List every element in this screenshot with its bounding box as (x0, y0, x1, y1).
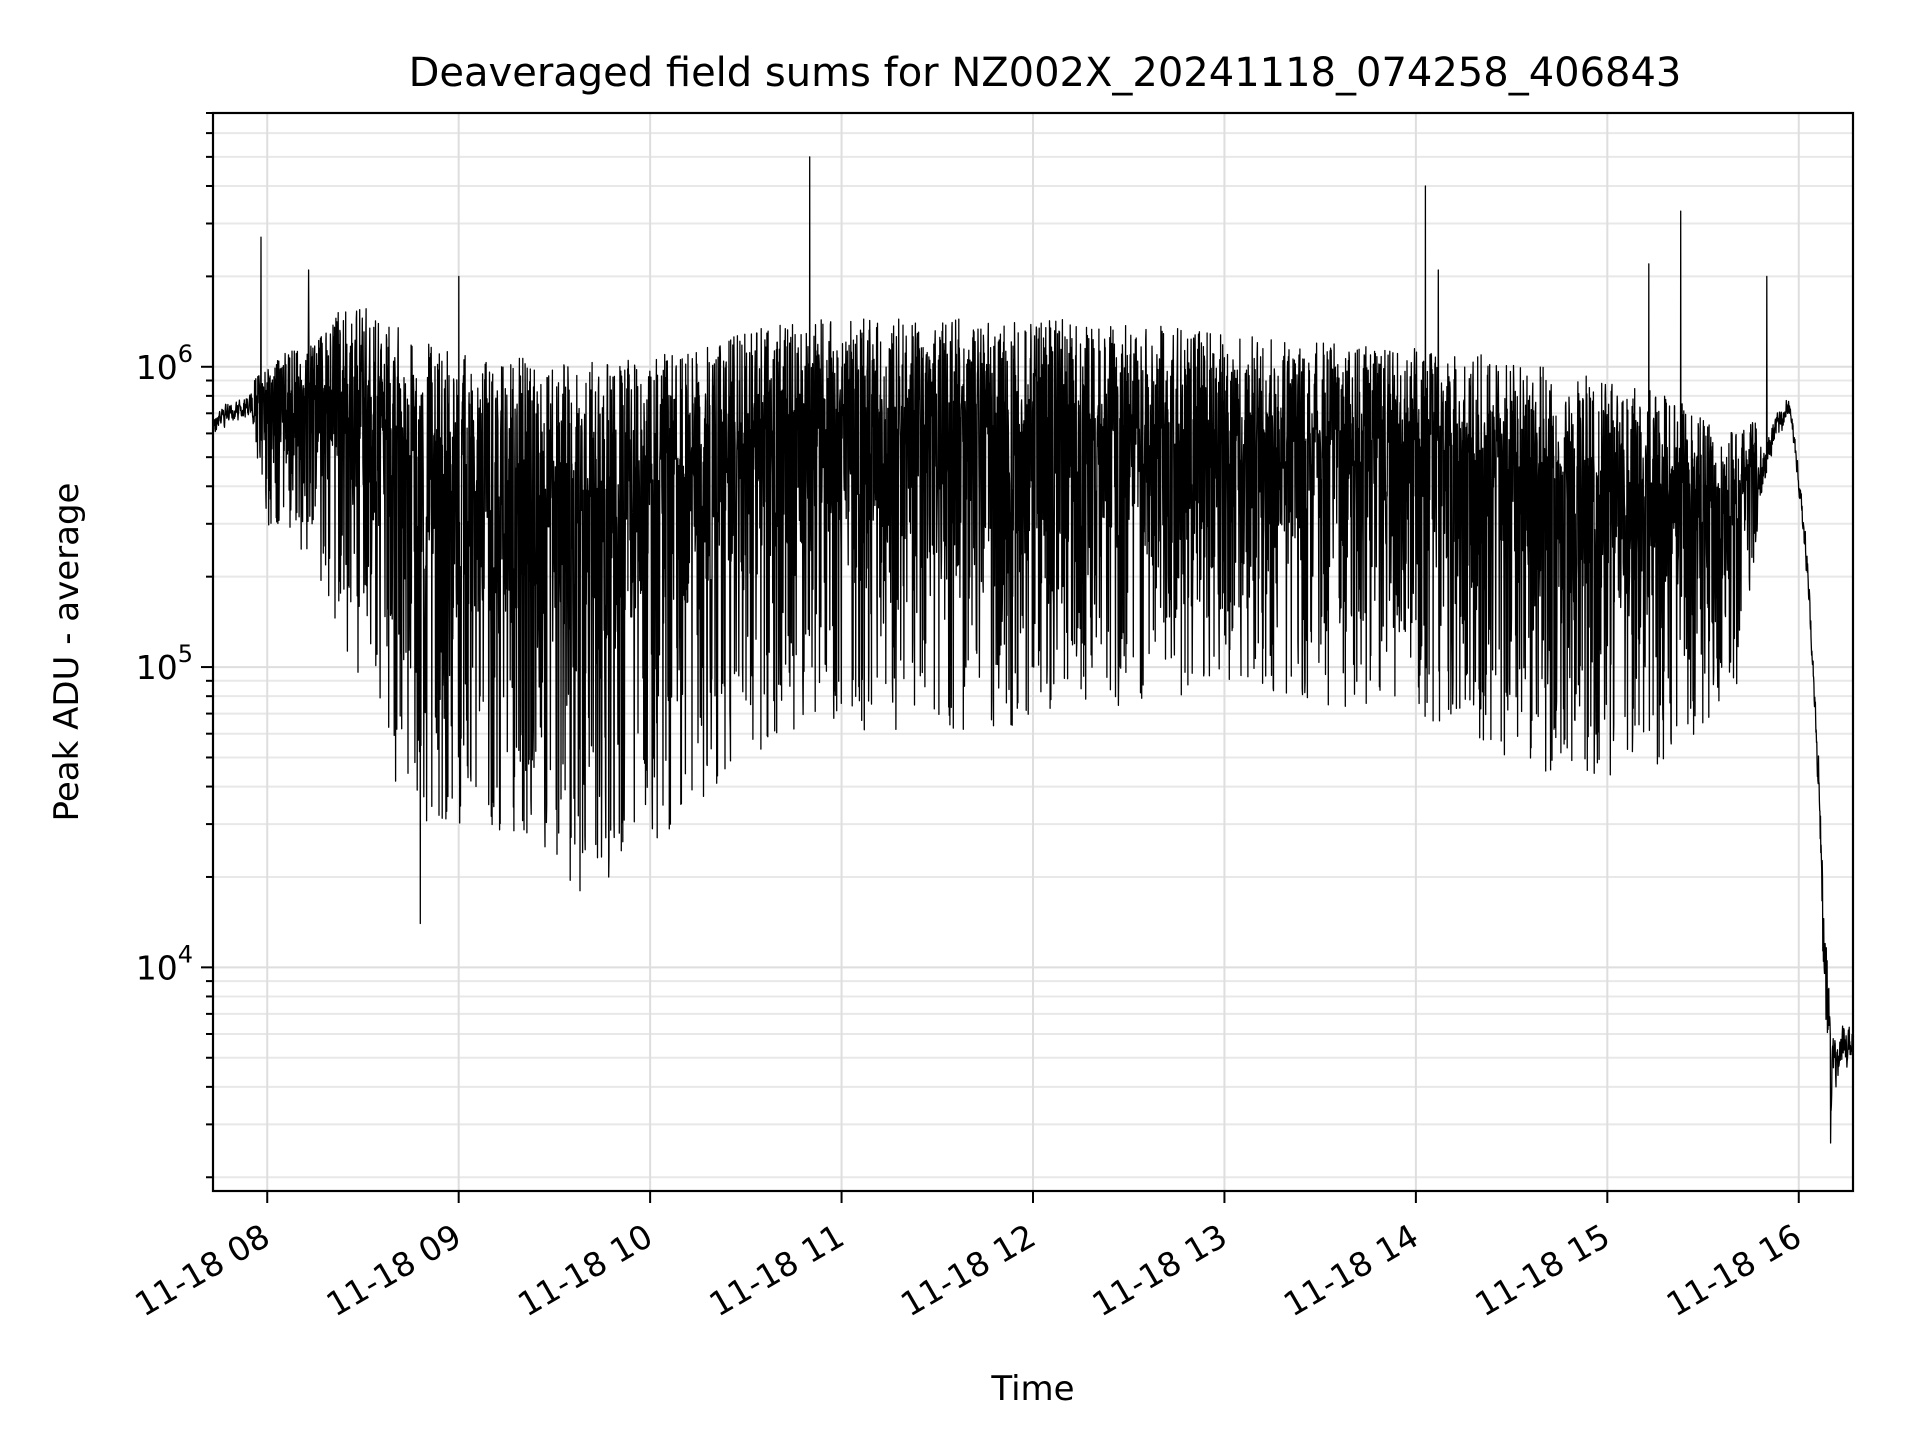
y-axis: 104 105 106 (136, 112, 213, 1179)
series-line (212, 156, 1854, 1144)
x-tick-label: 11-18 16 (1660, 1216, 1808, 1324)
x-tick-label: 11-18 15 (1468, 1216, 1616, 1324)
x-axis: 11-18 08 11-18 09 11-18 10 11-18 11 11-18 12… (128, 1191, 1808, 1324)
x-tick-label: 11-18 09 (320, 1216, 468, 1324)
y-tick-label: 105 (136, 640, 193, 687)
x-axis-label: Time (990, 1369, 1074, 1409)
x-tick-label: 11-18 11 (703, 1216, 851, 1324)
chart-title: Deaveraged field sums for NZ002X_2024111… (409, 50, 1682, 96)
series-layer (212, 156, 1854, 1144)
y-axis-label: Peak ADU - average (47, 483, 87, 822)
x-tick-label: 11-18 12 (894, 1216, 1042, 1324)
x-tick-label: 11-18 10 (511, 1216, 659, 1324)
x-tick-label: 11-18 14 (1277, 1216, 1425, 1324)
y-tick-label: 104 (136, 940, 193, 987)
x-tick-label: 11-18 13 (1085, 1216, 1233, 1324)
x-tick-label: 11-18 08 (128, 1216, 276, 1324)
y-tick-label: 106 (136, 340, 193, 387)
